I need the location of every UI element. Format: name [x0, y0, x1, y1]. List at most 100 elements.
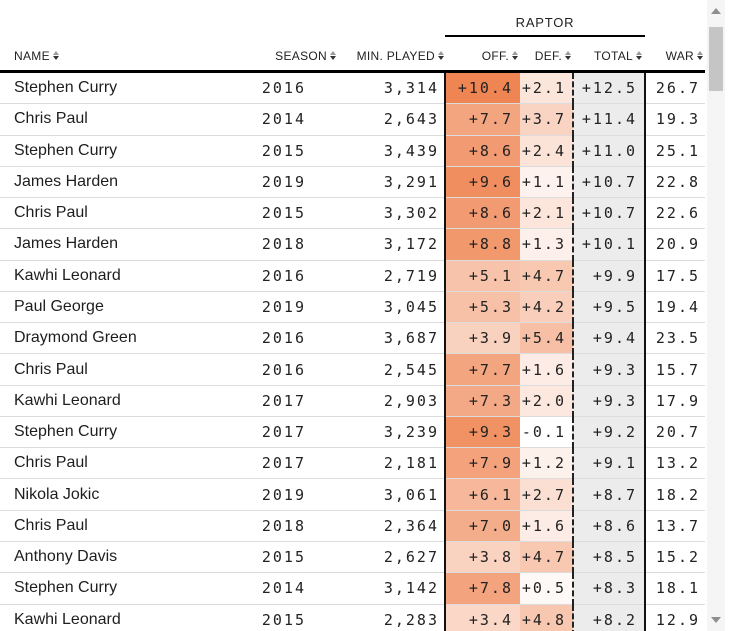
- table-row: Chris Paul 2018 2,364 +7.0 +1.6 +8.6 13.7: [0, 510, 706, 542]
- column-header-def[interactable]: DEF.: [520, 36, 573, 73]
- column-header-name[interactable]: NAME: [0, 36, 240, 73]
- cell-min: 2,903: [340, 385, 445, 417]
- cell-min: 2,627: [340, 541, 445, 574]
- cell-min: 2,181: [340, 447, 445, 480]
- cell-def: +1.1: [520, 166, 573, 199]
- column-header-min[interactable]: MIN. PLAYED: [340, 36, 445, 73]
- cell-total: +12.5: [571, 71, 646, 105]
- cell-name: Paul George: [0, 291, 240, 324]
- scrollbar-thumb[interactable]: [709, 27, 723, 91]
- column-label: NAME: [14, 49, 50, 63]
- cell-def: +2.4: [520, 135, 573, 167]
- cell-total: +10.7: [571, 197, 646, 230]
- cell-def: +2.0: [520, 385, 573, 417]
- table-row: Chris Paul 2015 3,302 +8.6 +2.1 +10.7 22.6: [0, 197, 706, 230]
- cell-def: +2.1: [520, 197, 573, 230]
- column-label: OFF.: [481, 49, 509, 63]
- cell-off: +5.3: [444, 291, 520, 324]
- cell-min: 3,061: [340, 478, 445, 511]
- cell-min: 2,643: [340, 103, 445, 136]
- column-header-total[interactable]: TOTAL: [573, 36, 646, 73]
- cell-total: +10.7: [571, 166, 646, 199]
- cell-season: 2015: [240, 197, 340, 230]
- cell-min: 2,545: [340, 353, 445, 386]
- table-row: Draymond Green 2016 3,687 +3.9 +5.4 +9.4 23.5: [0, 322, 706, 355]
- cell-off: +7.3: [444, 385, 520, 417]
- cell-war: 15.2: [644, 541, 706, 574]
- table-row: Anthony Davis 2015 2,627 +3.8 +4.7 +8.5 15.2: [0, 541, 706, 574]
- cell-name: Chris Paul: [0, 197, 240, 230]
- cell-season: 2019: [240, 478, 340, 511]
- table-row: Stephen Curry 2016 3,314 +10.4 +2.1 +12.5 26.7: [0, 71, 706, 105]
- sort-icon: [636, 50, 643, 60]
- cell-season: 2015: [240, 135, 340, 167]
- cell-def: +1.3: [520, 228, 573, 261]
- cell-name: Stephen Curry: [0, 135, 240, 167]
- cell-def: +1.2: [520, 447, 573, 480]
- cell-off: +10.4: [444, 71, 520, 105]
- column-header-off[interactable]: OFF.: [445, 36, 520, 73]
- cell-def: +4.2: [520, 291, 573, 324]
- cell-war: 13.2: [644, 447, 706, 480]
- raptor-group-header: RAPTOR: [445, 0, 646, 37]
- cell-total: +8.2: [571, 604, 646, 631]
- column-label: WAR: [665, 49, 695, 63]
- cell-def: +2.7: [520, 478, 573, 511]
- sort-icon: [512, 50, 518, 60]
- column-header-season[interactable]: SEASON: [240, 36, 340, 73]
- raptor-group-row: RAPTOR: [0, 0, 705, 37]
- cell-off: +7.7: [444, 353, 520, 386]
- group-header-spacer: [0, 0, 445, 36]
- cell-min: 3,439: [340, 135, 445, 167]
- cell-off: +9.3: [444, 416, 520, 449]
- cell-min: 3,302: [340, 197, 445, 230]
- cell-war: 12.9: [644, 604, 706, 631]
- scroll-down-button[interactable]: [707, 611, 725, 629]
- cell-season: 2015: [240, 604, 340, 631]
- cell-min: 3,172: [340, 228, 445, 261]
- cell-war: 23.5: [644, 322, 706, 355]
- cell-war: 19.3: [644, 103, 706, 136]
- table-row: James Harden 2019 3,291 +9.6 +1.1 +10.7 22.8: [0, 166, 706, 199]
- cell-min: 3,045: [340, 291, 445, 324]
- cell-total: +9.3: [571, 385, 646, 417]
- cell-name: James Harden: [0, 228, 240, 261]
- table-row: Chris Paul 2014 2,643 +7.7 +3.7 +11.4 19.3: [0, 103, 706, 136]
- raptor-table: RAPTOR NAME SEASON MIN. PLAYED OFF. DEF. TOTAL…: [0, 0, 706, 631]
- cell-def: +0.5: [520, 572, 573, 605]
- cell-total: +9.4: [571, 322, 646, 355]
- cell-war: 17.9: [644, 385, 706, 417]
- cell-def: +5.4: [520, 322, 573, 355]
- scroll-up-icon: [711, 8, 721, 14]
- cell-off: +6.1: [444, 478, 520, 511]
- cell-season: 2016: [240, 71, 340, 105]
- vertical-scrollbar[interactable]: [707, 0, 725, 631]
- cell-war: 20.7: [644, 416, 706, 449]
- cell-name: Chris Paul: [0, 103, 240, 136]
- cell-min: 3,142: [340, 572, 445, 605]
- cell-war: 22.8: [644, 166, 706, 199]
- cell-total: +11.4: [571, 103, 646, 136]
- cell-off: +3.8: [444, 541, 520, 574]
- cell-season: 2019: [240, 166, 340, 199]
- cell-off: +8.8: [444, 228, 520, 261]
- cell-season: 2017: [240, 416, 340, 449]
- cell-min: 2,719: [340, 260, 445, 292]
- cell-total: +11.0: [571, 135, 646, 167]
- column-label: TOTAL: [593, 49, 634, 63]
- table-row: Stephen Curry 2017 3,239 +9.3 -0.1 +9.2 20.7: [0, 416, 706, 449]
- table-row: Kawhi Leonard 2017 2,903 +7.3 +2.0 +9.3 17.9: [0, 385, 706, 417]
- cell-name: Stephen Curry: [0, 416, 240, 449]
- table-row: Kawhi Leonard 2015 2,283 +3.4 +4.8 +8.2 12.9: [0, 604, 706, 631]
- cell-off: +8.6: [444, 135, 520, 167]
- sort-icon: [52, 50, 59, 60]
- cell-war: 20.9: [644, 228, 706, 261]
- cell-def: +2.1: [520, 71, 573, 105]
- cell-def: +3.7: [520, 103, 573, 136]
- table-row: Stephen Curry 2015 3,439 +8.6 +2.4 +11.0 25.1: [0, 135, 706, 167]
- cell-name: Kawhi Leonard: [0, 604, 240, 631]
- column-header-war[interactable]: WAR: [645, 36, 706, 73]
- scroll-up-button[interactable]: [707, 2, 725, 20]
- cell-min: 3,291: [340, 166, 445, 199]
- sort-icon: [697, 50, 704, 60]
